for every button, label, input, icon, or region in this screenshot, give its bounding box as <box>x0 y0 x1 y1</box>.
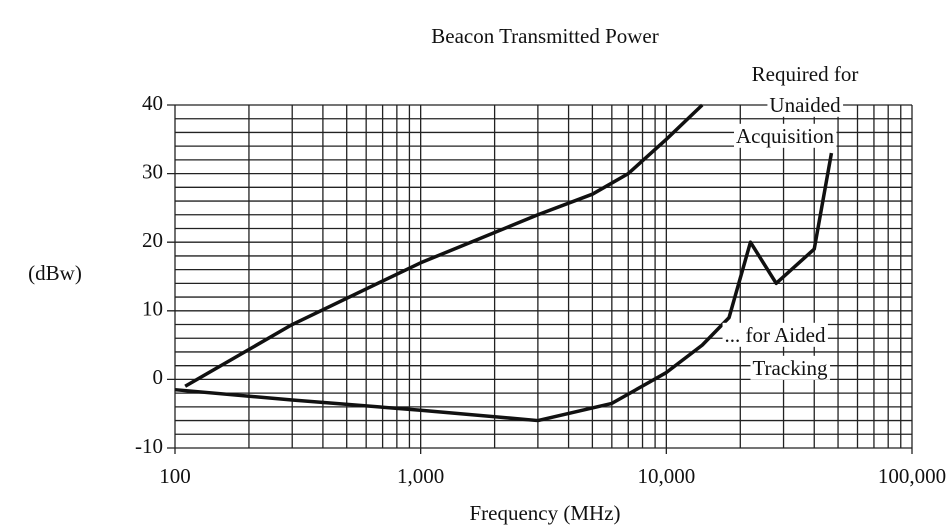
annotation-bg <box>722 322 828 347</box>
annotation-bg <box>767 92 844 117</box>
annotation: Acquisition <box>736 124 834 148</box>
y-tick-label: -10 <box>135 434 163 458</box>
y-tick-label: 40 <box>142 91 163 115</box>
annotation: Tracking <box>752 356 828 380</box>
x-tick-label: 100,000 <box>878 464 946 488</box>
y-tick-label: 30 <box>142 159 163 183</box>
annotation-bg <box>750 355 831 380</box>
y-tick-label: 0 <box>153 365 164 389</box>
annotation-bg <box>734 123 837 148</box>
data-line <box>174 152 834 423</box>
annotation: ... for Aided <box>725 323 826 347</box>
y-axis-label: (dBw) <box>28 261 82 285</box>
y-tick-label: 10 <box>142 297 163 321</box>
x-tick-label: 10,000 <box>637 464 695 488</box>
data-line <box>184 103 704 388</box>
y-tick-label: 20 <box>142 228 163 252</box>
x-tick-label: 1,000 <box>397 464 444 488</box>
x-axis-label: Frequency (MHz) <box>469 501 620 525</box>
annotation: Required for <box>752 62 859 86</box>
x-tick-label: 100 <box>159 464 191 488</box>
chart-title: Beacon Transmitted Power <box>431 24 658 48</box>
annotation: Unaided <box>769 93 841 117</box>
annotation-bg <box>749 61 861 86</box>
